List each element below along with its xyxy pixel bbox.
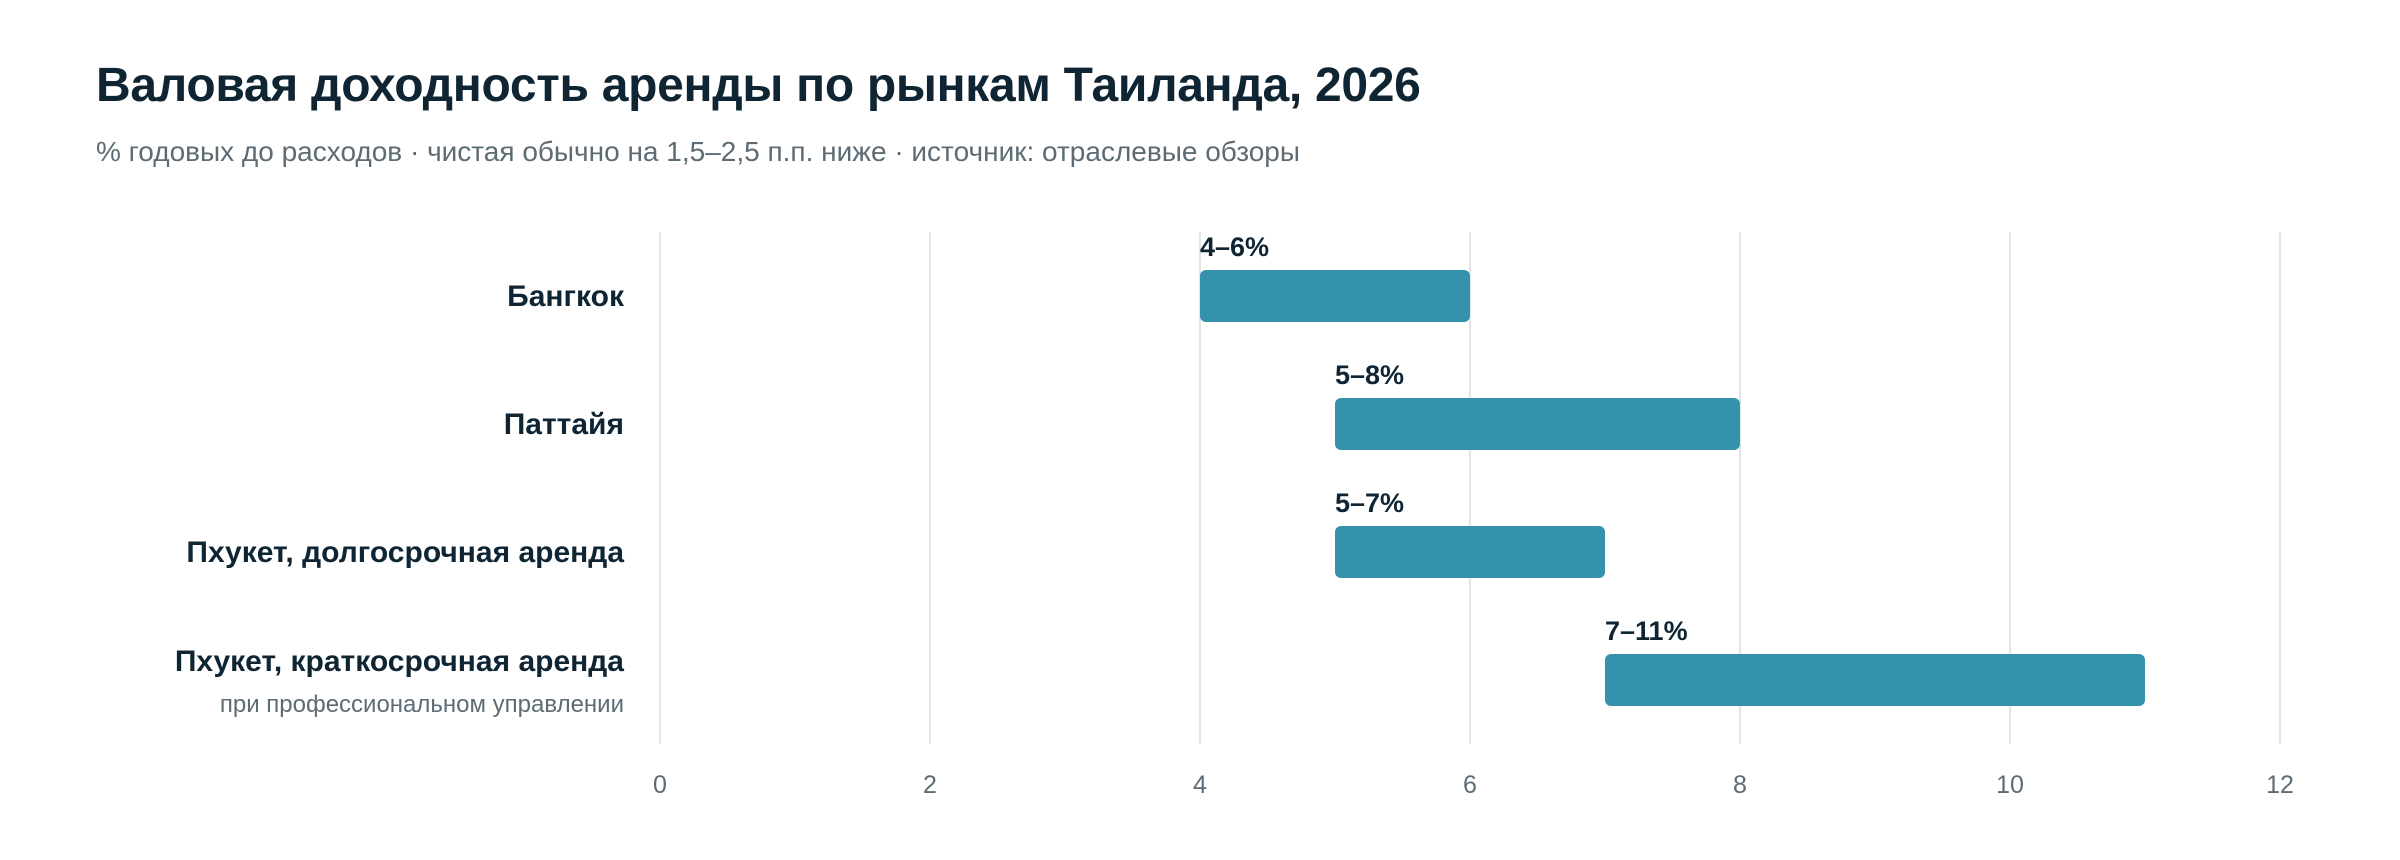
category-label: Пхукет, краткосрочная аренда — [175, 645, 624, 678]
x-tick-label: 6 — [1463, 771, 1477, 799]
chart-title: Валовая доходность аренды по рынкам Таил… — [96, 59, 1421, 112]
range-bar — [1335, 526, 1605, 578]
chart-subtitle: % годовых до расходов · чистая обычно на… — [96, 136, 1300, 167]
range-label: 7–11% — [1605, 616, 1688, 646]
x-tick-label: 0 — [653, 771, 667, 799]
range-bar — [1335, 398, 1740, 450]
x-tick-label: 10 — [1996, 771, 2024, 799]
range-bar — [1605, 654, 2145, 706]
x-tick-label: 4 — [1193, 771, 1207, 799]
category-label: Паттайя — [504, 408, 624, 441]
range-label: 5–7% — [1335, 488, 1404, 518]
x-tick-label: 8 — [1733, 771, 1747, 799]
x-tick-label: 12 — [2266, 771, 2294, 799]
category-label: Пхукет, долгосрочная аренда — [186, 536, 624, 569]
range-label: 5–8% — [1335, 360, 1404, 390]
bars-layer — [1200, 270, 2145, 706]
category-label: Бангкок — [507, 280, 625, 313]
category-note: при профессиональном управлении — [220, 691, 624, 718]
range-label: 4–6% — [1200, 232, 1269, 262]
x-tick-label: 2 — [923, 771, 937, 799]
range-bar — [1200, 270, 1470, 322]
labels-layer: 0 2 4 6 8 10 12 Бангкок 4–6% Паттайя 5–8% Пхукет, д… — [175, 232, 2294, 799]
